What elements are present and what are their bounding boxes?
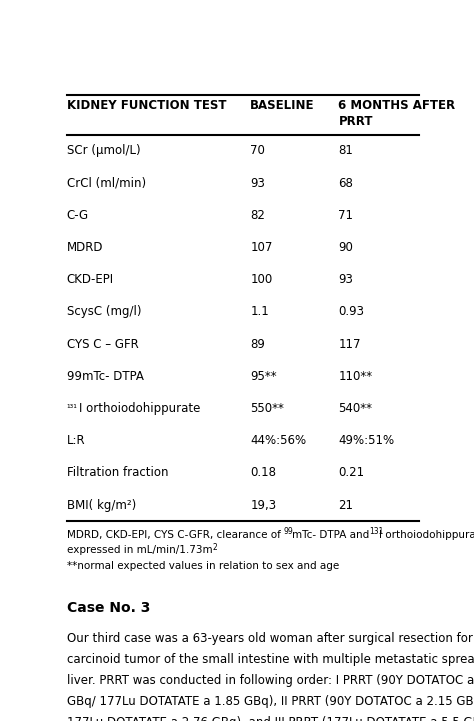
Text: liver. PRRT was conducted in following order: I PRRT (90Y DOTATOC a 1.85: liver. PRRT was conducted in following o… [66,674,474,687]
Text: 0.93: 0.93 [338,306,365,319]
Text: 68: 68 [338,177,353,190]
Text: CrCl (ml/min): CrCl (ml/min) [66,177,146,190]
Text: 0.18: 0.18 [250,466,276,479]
Text: 2: 2 [212,543,217,552]
Text: ¹³¹: ¹³¹ [66,404,77,413]
Text: 100: 100 [250,273,273,286]
Text: 95**: 95** [250,370,277,383]
Text: I orthoiodohippurate are: I orthoiodohippurate are [379,529,474,539]
Text: mTc- DTPA and: mTc- DTPA and [292,529,369,539]
Text: 82: 82 [250,209,265,222]
Text: BMI( kg/m²): BMI( kg/m²) [66,499,136,512]
Text: 99: 99 [284,527,293,536]
Text: 550**: 550** [250,402,284,415]
Text: L:R: L:R [66,434,85,447]
Text: 71: 71 [338,209,354,222]
Text: 49%:51%: 49%:51% [338,434,394,447]
Text: 0.21: 0.21 [338,466,365,479]
Text: MDRD: MDRD [66,241,103,254]
Text: 93: 93 [338,273,353,286]
Text: carcinoid tumor of the small intestine with multiple metastatic spread to the: carcinoid tumor of the small intestine w… [66,653,474,665]
Text: 6 MONTHS AFTER
PRRT: 6 MONTHS AFTER PRRT [338,99,456,128]
Text: Our third case was a 63-years old woman after surgical resection for: Our third case was a 63-years old woman … [66,632,473,645]
Text: Case No. 3: Case No. 3 [66,601,150,615]
Text: 93: 93 [250,177,265,190]
Text: 19,3: 19,3 [250,499,276,512]
Text: 131: 131 [369,527,383,536]
Text: 177Lu DOTATATE a 2.76 GBq), and III PRRT (177Lu DOTATATE a 5.5 GBq).: 177Lu DOTATATE a 2.76 GBq), and III PRRT… [66,716,474,721]
Text: **normal expected values in relation to sex and age: **normal expected values in relation to … [66,561,339,570]
Text: 21: 21 [338,499,354,512]
Text: expressed in mL/min/1.73m: expressed in mL/min/1.73m [66,545,212,555]
Text: BASELINE: BASELINE [250,99,315,112]
Text: 90: 90 [338,241,353,254]
Text: 1.1: 1.1 [250,306,269,319]
Text: KIDNEY FUNCTION TEST: KIDNEY FUNCTION TEST [66,99,226,112]
Text: 99mTc- DTPA: 99mTc- DTPA [66,370,144,383]
Text: I orthoiodohippurate: I orthoiodohippurate [79,402,200,415]
Text: C-G: C-G [66,209,89,222]
Text: 117: 117 [338,337,361,350]
Text: CKD-EPI: CKD-EPI [66,273,114,286]
Text: CYS C – GFR: CYS C – GFR [66,337,138,350]
Text: 81: 81 [338,144,353,157]
Text: Filtration fraction: Filtration fraction [66,466,168,479]
Text: 110**: 110** [338,370,373,383]
Text: GBq/ 177Lu DOTATATE a 1.85 GBq), II PRRT (90Y DOTATOC a 2.15 GBq /: GBq/ 177Lu DOTATATE a 1.85 GBq), II PRRT… [66,695,474,708]
Text: 70: 70 [250,144,265,157]
Text: SCr (μmol/L): SCr (μmol/L) [66,144,140,157]
Text: 107: 107 [250,241,273,254]
Text: MDRD, CKD-EPI, CYS C-GFR, clearance of: MDRD, CKD-EPI, CYS C-GFR, clearance of [66,529,284,539]
Text: 44%:56%: 44%:56% [250,434,306,447]
Text: ScysC (mg/l): ScysC (mg/l) [66,306,141,319]
Text: 89: 89 [250,337,265,350]
Text: 540**: 540** [338,402,373,415]
